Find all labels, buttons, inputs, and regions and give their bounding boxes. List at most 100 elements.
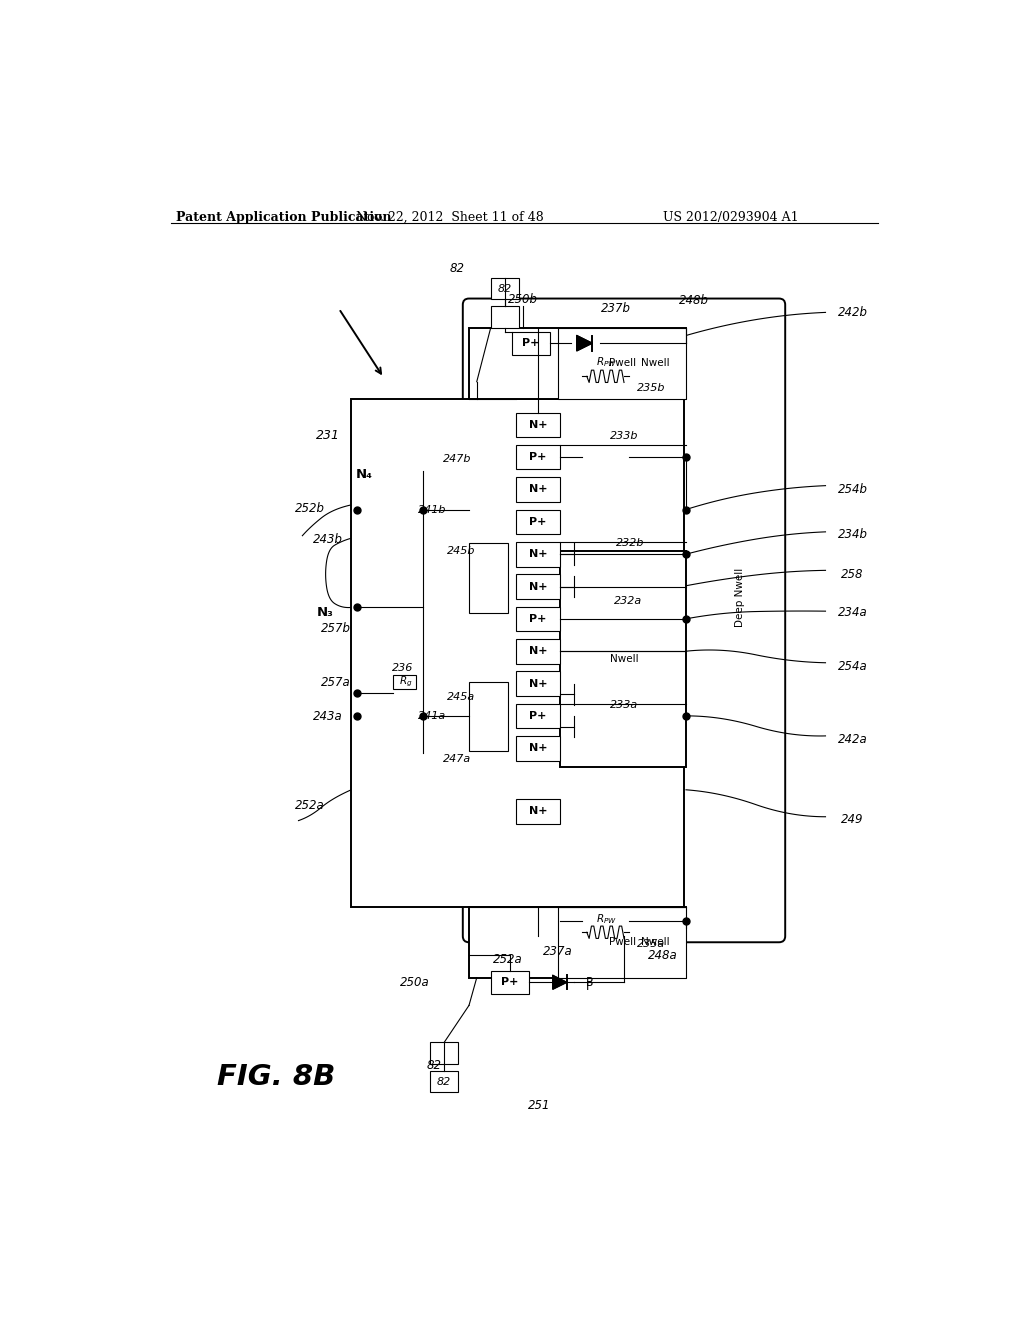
Text: 242b: 242b <box>838 306 867 319</box>
Text: P+: P+ <box>529 453 547 462</box>
Text: N+: N+ <box>528 420 547 430</box>
Bar <box>515 607 560 631</box>
Text: 252a: 252a <box>493 953 522 966</box>
Text: Patent Application Publication: Patent Application Publication <box>176 211 391 224</box>
Text: Nwell: Nwell <box>641 358 670 368</box>
Text: 82: 82 <box>427 1059 441 1072</box>
Text: N+: N+ <box>528 549 547 560</box>
Bar <box>515 478 560 502</box>
Bar <box>515 574 560 599</box>
Text: N₄: N₄ <box>356 467 373 480</box>
Bar <box>490 277 518 300</box>
Text: N+: N+ <box>528 743 547 754</box>
Bar <box>469 544 508 612</box>
Text: 237b: 237b <box>601 302 631 315</box>
Bar <box>558 907 686 978</box>
Text: N+: N+ <box>528 484 547 495</box>
Text: 235a: 235a <box>637 939 666 949</box>
Text: 243b: 243b <box>313 533 343 546</box>
Text: $R_{PW}$: $R_{PW}$ <box>596 912 616 927</box>
Text: 252a: 252a <box>295 799 325 812</box>
Bar <box>515 639 560 664</box>
Text: N+: N+ <box>528 807 547 816</box>
Text: 257b: 257b <box>321 622 350 635</box>
Text: P+: P+ <box>522 338 540 348</box>
Text: $R_g$: $R_g$ <box>398 675 413 689</box>
Text: P: P <box>586 979 593 993</box>
FancyBboxPatch shape <box>463 298 785 942</box>
Bar <box>515 541 560 566</box>
Text: 82: 82 <box>437 1077 452 1086</box>
Text: US 2012/0293904 A1: US 2012/0293904 A1 <box>663 211 799 224</box>
Text: 82: 82 <box>498 284 512 293</box>
Text: Deep Nwell: Deep Nwell <box>735 568 745 627</box>
Bar <box>430 1071 458 1093</box>
Text: N+: N+ <box>528 582 547 591</box>
Text: P+: P+ <box>529 711 547 721</box>
Text: Pwell: Pwell <box>609 358 636 368</box>
Bar <box>515 799 560 824</box>
Text: 251: 251 <box>527 1100 550 1111</box>
Bar <box>515 672 560 696</box>
Text: 248a: 248a <box>648 949 678 962</box>
Text: 247a: 247a <box>443 754 471 764</box>
Text: FIG. 8B: FIG. 8B <box>217 1063 336 1092</box>
Bar <box>515 445 560 470</box>
Text: 236: 236 <box>392 663 414 673</box>
Bar <box>430 1043 458 1064</box>
Text: Nwell: Nwell <box>641 937 670 948</box>
Bar <box>515 737 560 760</box>
Text: 250a: 250a <box>400 975 430 989</box>
Polygon shape <box>577 335 592 351</box>
Text: 241a: 241a <box>418 711 445 721</box>
Text: 249: 249 <box>842 813 864 825</box>
Bar <box>469 907 686 978</box>
Text: 254b: 254b <box>838 483 867 496</box>
Text: Nwell: Nwell <box>609 653 638 664</box>
Bar <box>393 675 417 689</box>
Text: 235b: 235b <box>637 383 666 393</box>
Text: P+: P+ <box>529 517 547 527</box>
Text: Pwell: Pwell <box>609 937 636 948</box>
Text: 252b: 252b <box>295 502 326 515</box>
Text: N+: N+ <box>528 647 547 656</box>
Bar <box>515 413 560 437</box>
Text: 233b: 233b <box>609 430 638 441</box>
Text: Nov. 22, 2012  Sheet 11 of 48: Nov. 22, 2012 Sheet 11 of 48 <box>355 211 544 224</box>
Bar <box>490 970 529 994</box>
Text: 245a: 245a <box>447 693 475 702</box>
Bar <box>469 327 686 399</box>
Text: 245b: 245b <box>447 546 475 556</box>
Text: 250b: 250b <box>508 293 539 306</box>
Text: 242a: 242a <box>838 733 867 746</box>
Bar <box>469 682 508 751</box>
Text: 254a: 254a <box>838 660 867 673</box>
Bar <box>560 552 686 767</box>
Text: 234b: 234b <box>838 528 867 541</box>
Text: $R_{PW}$: $R_{PW}$ <box>596 355 616 370</box>
Bar <box>490 306 518 327</box>
Text: P+: P+ <box>502 977 519 987</box>
Text: 233a: 233a <box>610 700 638 710</box>
Bar <box>558 327 686 399</box>
Text: 234a: 234a <box>838 606 867 619</box>
Text: 248b: 248b <box>679 294 709 308</box>
Bar <box>351 399 684 907</box>
Text: 257a: 257a <box>321 676 350 689</box>
Text: P: P <box>586 975 593 989</box>
Bar <box>512 331 550 355</box>
Text: 237a: 237a <box>544 945 573 958</box>
Text: 258: 258 <box>842 568 864 581</box>
Bar <box>515 510 560 535</box>
Text: 243a: 243a <box>313 710 343 723</box>
Bar <box>515 704 560 729</box>
Text: N₃: N₃ <box>317 606 334 619</box>
Polygon shape <box>553 975 566 989</box>
Text: 232a: 232a <box>613 597 642 606</box>
Text: N+: N+ <box>528 678 547 689</box>
Text: 232b: 232b <box>616 539 644 548</box>
Text: P+: P+ <box>529 614 547 624</box>
Text: 82: 82 <box>450 261 465 275</box>
Text: 247b: 247b <box>443 454 472 463</box>
Text: 231: 231 <box>316 429 340 442</box>
